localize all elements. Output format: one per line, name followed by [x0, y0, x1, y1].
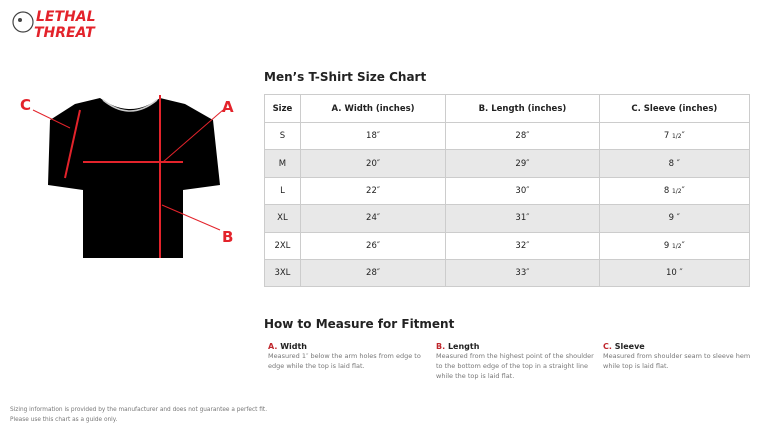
sleeve-cell: 9 1/2″ [598, 231, 751, 260]
sleeve-part: ″ [676, 213, 680, 224]
size-chart-table: Size A. Width (inches) B. Length (inches) C… [264, 94, 751, 288]
column-header: B. Length (inches) [445, 94, 600, 123]
sleeve-part: ″ [681, 131, 685, 142]
measure-name: Width [280, 342, 307, 351]
table-cell: 31″ [445, 204, 600, 233]
measure-description: Measured from shoulder seam to sleeve he… [603, 352, 751, 370]
svg-text:THREAT: THREAT [34, 25, 96, 41]
table-cell: M [264, 149, 301, 178]
table-row: 2XL 26″ 32″ 9 1/2″ [264, 231, 751, 260]
column-header: Size [264, 94, 301, 123]
table-cell: S [264, 121, 301, 151]
measure-sleeve: C. Sleeve Measured from shoulder seam to … [603, 342, 763, 371]
table-cell: 28″ [445, 121, 600, 151]
table-row: XL 24″ 31″ 9 ″ [264, 204, 751, 233]
label-c: C [20, 96, 31, 114]
sleeve-cell: 7 1/2″ [598, 121, 751, 151]
measure-name: Length [447, 342, 480, 351]
measure-letter: B. [436, 342, 446, 351]
table-cell: L [264, 176, 301, 206]
table-cell: 20″ [299, 149, 447, 178]
sleeve-part: ″ [679, 268, 683, 279]
column-header: C. Sleeve (inches) [598, 94, 751, 123]
measure-heading: C. Sleeve [603, 342, 763, 351]
measure-letter: C. [603, 342, 612, 351]
table-cell: 32″ [445, 231, 600, 260]
sleeve-part: 1/2 [671, 242, 682, 250]
table-cell: 3XL [264, 258, 301, 288]
table-row: 3XL 28″ 33″ 10 ″ [264, 258, 751, 288]
table-cell: 33″ [445, 258, 600, 288]
measure-description: Measured 1″ below the arm holes from edg… [268, 352, 421, 370]
measure-width: A. Width Measured 1″ below the arm holes … [268, 342, 428, 371]
column-header: A. Width (inches) [299, 94, 447, 123]
table-cell: 18″ [299, 121, 447, 151]
measure-heading: A. Width [268, 342, 428, 351]
sleeve-part: ″ [681, 240, 685, 251]
table-cell: 24″ [299, 204, 447, 233]
sleeve-part: 8 [668, 158, 675, 169]
measure-heading: B. Length [436, 342, 596, 351]
tshirt-measure-diagram: A B C [20, 95, 234, 258]
disclaimer-line: Sizing information is provided by the ma… [10, 407, 268, 413]
measure-letter: A. [268, 342, 278, 351]
table-cell: XL [264, 204, 301, 233]
disclaimer: Sizing information is provided by the ma… [10, 405, 267, 425]
sleeve-cell: 10 ″ [598, 258, 751, 288]
label-a: A [222, 98, 234, 116]
table-cell: 29″ [445, 149, 600, 178]
disclaimer-line: Please use this chart as a guide only. [10, 417, 118, 423]
sleeve-part: ″ [676, 158, 680, 169]
sleeve-part: 8 [663, 185, 670, 196]
sleeve-part: 1/2 [671, 133, 682, 141]
lethal-threat-logo: LETHAL THREAT [12, 9, 96, 41]
svg-text:LETHAL: LETHAL [36, 9, 96, 25]
table-cell: 26″ [299, 231, 447, 260]
table-row: M 20″ 29″ 8 ″ [264, 149, 751, 178]
table-row: L 22″ 30″ 8 1/2″ [264, 176, 751, 206]
table-cell: 28″ [299, 258, 447, 288]
sleeve-cell: 8 ″ [598, 149, 751, 178]
sleeve-part: 1/2 [671, 187, 682, 195]
sleeve-part: 9 [668, 213, 675, 224]
sleeve-part: 9 [663, 240, 670, 251]
size-chart-title: Men’s T-Shirt Size Chart [264, 70, 427, 84]
sleeve-part: 7 [663, 131, 670, 142]
table-row: S 18″ 28″ 7 1/2″ [264, 121, 751, 151]
measure-name: Sleeve [614, 342, 645, 351]
measure-description: Measured from the highest point of the s… [436, 352, 594, 380]
measure-length: B. Length Measured from the highest point… [436, 342, 596, 381]
sleeve-cell: 9 ″ [598, 204, 751, 233]
label-b: B [222, 228, 233, 246]
sleeve-part: ″ [681, 185, 685, 196]
sleeve-part: 10 [665, 268, 677, 279]
table-cell: 2XL [264, 231, 301, 260]
table-cell: 30″ [445, 176, 600, 206]
howto-title: How to Measure for Fitment [264, 317, 455, 331]
table-cell: 22″ [299, 176, 447, 206]
sleeve-cell: 8 1/2″ [598, 176, 751, 206]
